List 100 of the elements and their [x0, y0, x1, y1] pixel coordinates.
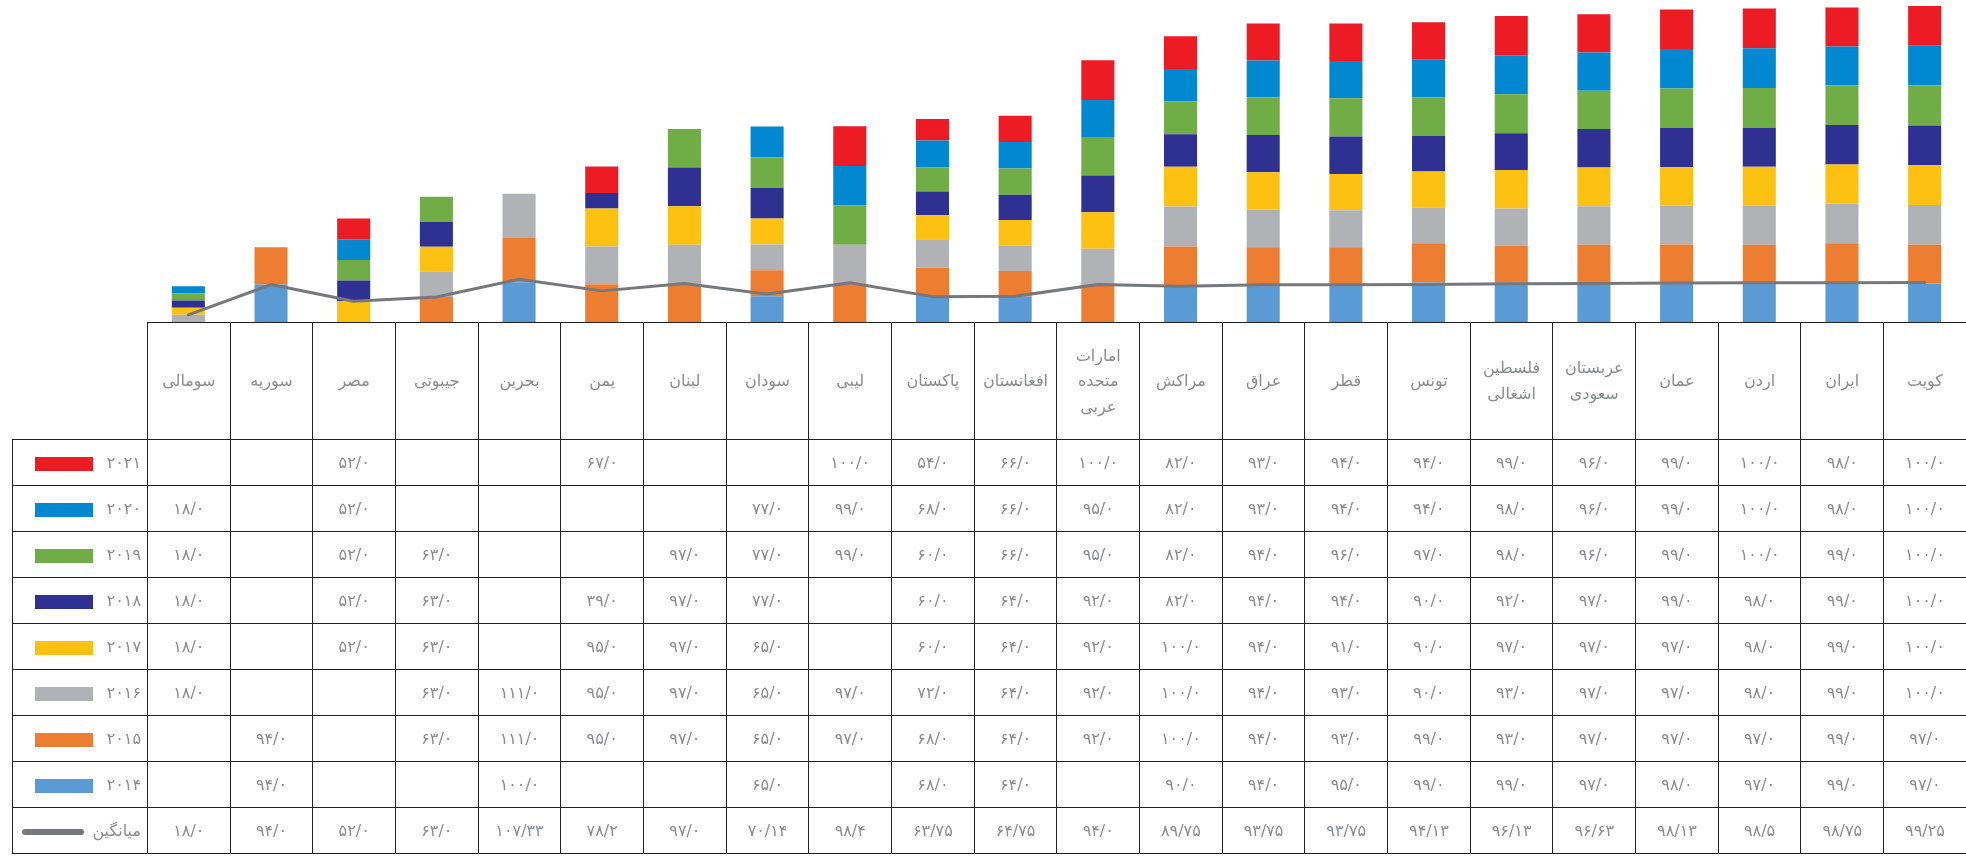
- data-label: ۶۳/۰: [395, 623, 479, 670]
- data-label: ۹۴/۰: [230, 761, 313, 808]
- x-tick-label: عمان: [1635, 322, 1719, 440]
- data-label: ۹۳/۰: [1470, 669, 1553, 716]
- data-label: ۹۲/۰: [1056, 715, 1140, 762]
- data-label: ۹۲/۰: [1056, 623, 1140, 670]
- data-label: ۹۹/۰: [1800, 761, 1884, 808]
- data-label: ۹۲/۰: [1470, 577, 1553, 624]
- data-label: ۶۳/۰: [395, 807, 479, 854]
- x-tick-label: امارات متحده عربی: [1056, 322, 1140, 440]
- data-label: ۹۵/۰: [1304, 761, 1388, 808]
- data-label: ۹۸/۷۵: [1800, 807, 1884, 854]
- data-label: ۹۳/۰: [1304, 669, 1388, 716]
- x-tick-label: افغانستان: [974, 322, 1057, 440]
- data-label: ۹۷/۰: [643, 807, 727, 854]
- x-tick-label: تونس: [1387, 322, 1471, 440]
- data-label: ۱۰۰/۰: [1883, 439, 1966, 486]
- legend-label: ۲۰۱۸: [106, 591, 141, 610]
- data-label: ۹۹/۰: [1635, 577, 1719, 624]
- data-label: ۶۴/۰: [974, 623, 1057, 670]
- data-label: ۹۹/۰: [808, 531, 892, 578]
- data-label: ۹۴/۰: [1222, 531, 1305, 578]
- data-label: ۹۹/۰: [1800, 669, 1884, 716]
- data-label: ۹۸/۰: [1718, 623, 1801, 670]
- data-label: ۹۳/۰: [1222, 485, 1305, 532]
- data-label: ۶۵/۰: [726, 623, 809, 670]
- x-tick-label: کویت: [1883, 322, 1966, 440]
- x-tick-label: بحرین: [478, 322, 561, 440]
- data-label: ۷۰/۱۴: [726, 807, 809, 854]
- data-label: ۹۹/۰: [1800, 531, 1884, 578]
- x-tick-label: مصر: [312, 322, 396, 440]
- data-label: ۹۰/۰: [1387, 623, 1471, 670]
- x-tick-label: فلسطین اشغالی: [1470, 322, 1553, 440]
- x-tick-label: لبنان: [643, 322, 727, 440]
- data-label: ۹۹/۰: [1470, 761, 1553, 808]
- data-label: ۹۹/۰: [808, 485, 892, 532]
- data-label: ۹۵/۰: [560, 715, 644, 762]
- x-tick-label: اردن: [1718, 322, 1801, 440]
- data-label: ۹۰/۰: [1387, 577, 1471, 624]
- data-label: ۹۴/۰: [1222, 577, 1305, 624]
- data-label: ۹۴/۰: [1222, 669, 1305, 716]
- data-label: ۹۷/۰: [1552, 761, 1636, 808]
- data-label: ۱۱۱/۰: [478, 715, 561, 762]
- data-label: ۱۸/۰: [147, 669, 231, 716]
- data-label: ۹۸/۰: [1470, 485, 1553, 532]
- data-label: ۸۲/۰: [1139, 439, 1223, 486]
- data-label: ۹۷/۰: [1552, 715, 1636, 762]
- data-label: ۹۷/۰: [1552, 623, 1636, 670]
- data-label: ۹۸/۵: [1718, 807, 1801, 854]
- data-label: ۶۳/۰: [395, 715, 479, 762]
- data-label: ۹۳/۰: [1470, 715, 1553, 762]
- data-label: ۶۴/۰: [974, 761, 1057, 808]
- data-label: ۹۹/۰: [1635, 531, 1719, 578]
- data-label: ۵۴/۰: [891, 439, 975, 486]
- data-label: ۹۷/۰: [643, 577, 727, 624]
- data-label: ۱۰۰/۰: [1718, 531, 1801, 578]
- data-label: ۹۷/۰: [1470, 623, 1553, 670]
- x-tick-label: پاکستان: [891, 322, 975, 440]
- data-label: ۹۶/۰: [1552, 531, 1636, 578]
- data-label: ۹۳/۰: [1222, 439, 1305, 486]
- data-label: ۶۴/۰: [974, 669, 1057, 716]
- data-label: ۶۳/۷۵: [891, 807, 975, 854]
- data-label: ۹۴/۰: [1222, 761, 1305, 808]
- data-label: ۵۲/۰: [312, 577, 396, 624]
- data-label: ۱۰۰/۰: [1883, 669, 1966, 716]
- data-label: ۵۲/۰: [312, 531, 396, 578]
- data-label: ۹۴/۰: [1222, 623, 1305, 670]
- legend-label: ۲۰۲۰: [106, 499, 141, 518]
- data-label: ۱۰۰/۰: [1883, 531, 1966, 578]
- data-label: ۶۰/۰: [891, 623, 975, 670]
- data-label: ۶۳/۰: [395, 669, 479, 716]
- data-label: ۹۷/۰: [1387, 531, 1471, 578]
- data-label: ۹۸/۰: [1800, 485, 1884, 532]
- data-label: ۱۰۰/۰: [1718, 485, 1801, 532]
- legend-label: میانگین: [92, 821, 141, 840]
- data-label: ۹۸/۰: [1800, 439, 1884, 486]
- data-label: ۹۹/۰: [1635, 485, 1719, 532]
- data-label: ۸۲/۰: [1139, 577, 1223, 624]
- data-label: ۵۲/۰: [312, 485, 396, 532]
- data-label: ۹۹/۰: [1387, 761, 1471, 808]
- data-label: ۹۷/۰: [808, 715, 892, 762]
- x-tick-label: سومالی: [147, 322, 231, 440]
- data-label: ۹۷/۰: [1718, 715, 1801, 762]
- data-label: ۹۷/۰: [1552, 577, 1636, 624]
- data-label: ۱۰۰/۰: [1139, 623, 1223, 670]
- data-label: ۵۲/۰: [312, 439, 396, 486]
- data-label: ۹۴/۱۳: [1387, 807, 1471, 854]
- data-label: ۹۹/۲۵: [1883, 807, 1966, 854]
- data-label: ۹۹/۰: [1800, 577, 1884, 624]
- data-label: ۳۹/۰: [560, 577, 644, 624]
- data-label: ۹۷/۰: [1552, 669, 1636, 716]
- data-label: ۹۸/۰: [1470, 531, 1553, 578]
- data-label: ۹۸/۰: [1718, 669, 1801, 716]
- data-label: ۹۷/۰: [1883, 761, 1966, 808]
- data-label: ۱۸/۰: [147, 485, 231, 532]
- legend-label: ۲۰۱۴: [106, 775, 141, 794]
- data-label: ۹۹/۰: [1387, 715, 1471, 762]
- data-label: ۶۴/۰: [974, 577, 1057, 624]
- data-label: ۶۸/۰: [891, 715, 975, 762]
- data-label: ۹۷/۰: [1883, 715, 1966, 762]
